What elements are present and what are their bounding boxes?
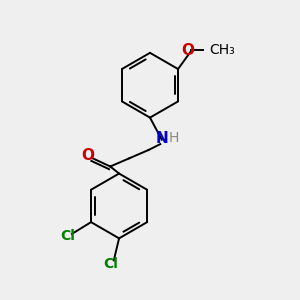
Text: Cl: Cl — [60, 229, 75, 243]
Text: O: O — [182, 43, 195, 58]
Text: Cl: Cl — [103, 257, 118, 271]
Text: N: N — [155, 131, 168, 146]
Text: O: O — [82, 148, 95, 163]
Text: H: H — [169, 131, 179, 145]
Text: CH₃: CH₃ — [210, 44, 235, 58]
